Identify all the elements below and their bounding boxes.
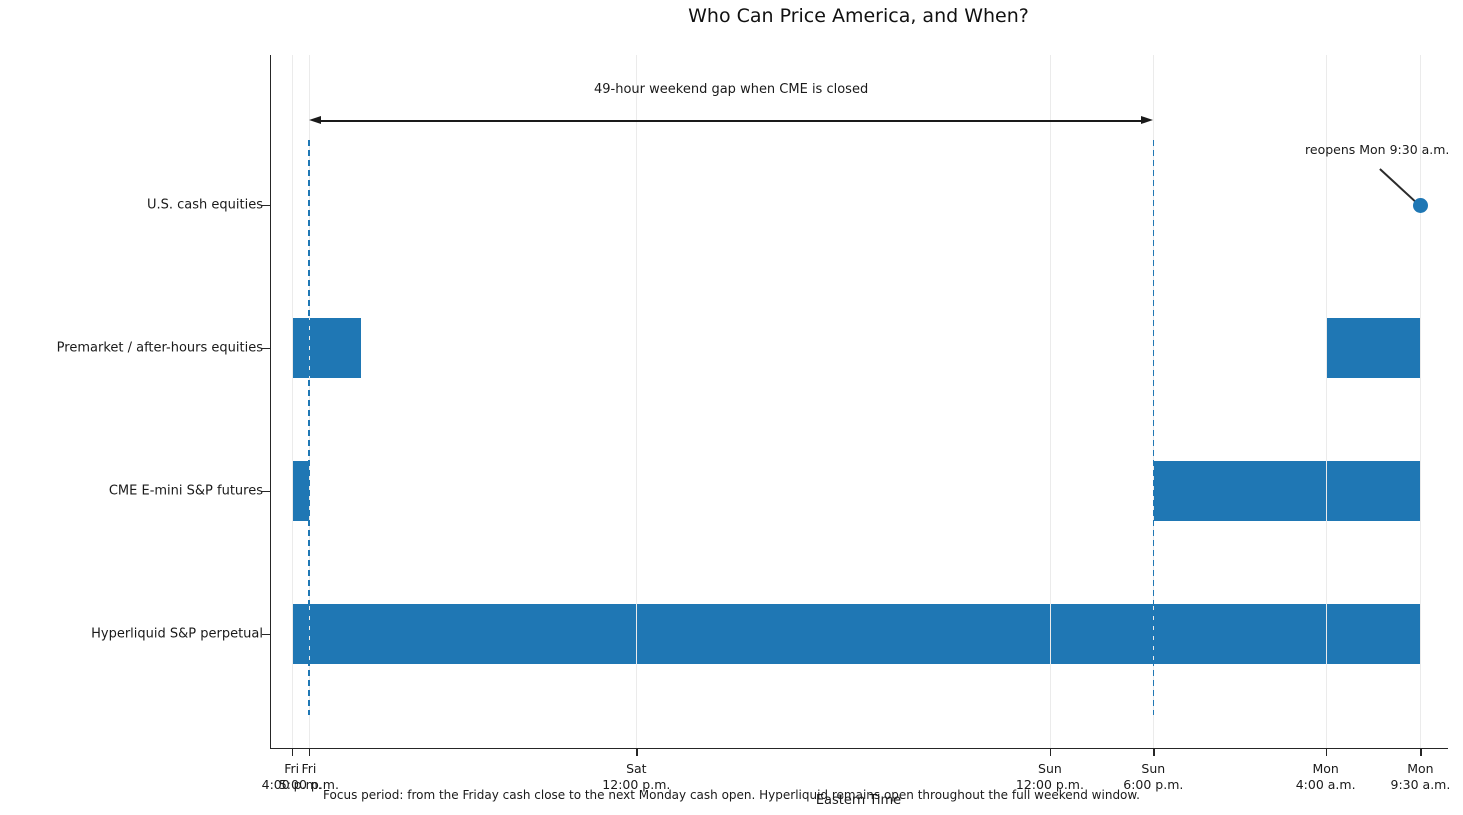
x-tick-label: Sat 12:00 p.m.: [602, 761, 671, 792]
y-category-label: Premarket / after-hours equities: [56, 340, 263, 356]
chart-title: Who Can Price America, and When?: [688, 5, 1029, 27]
x-tick-label: Mon 9:30 a.m.: [1390, 761, 1451, 792]
gridline: [636, 55, 638, 748]
bar-segment: [1325, 318, 1421, 378]
gridline: [1325, 55, 1327, 748]
y-category-label: Hyperliquid S&P perpetual: [91, 626, 263, 642]
y-tick-mark: [262, 348, 270, 350]
gap-arrow-left-head-icon: [308, 116, 321, 125]
bar-segment: [291, 604, 1421, 664]
gridline: [291, 55, 293, 748]
figure-caption: Focus period: from the Friday cash close…: [323, 788, 1140, 802]
x-tick-label: Mon 4:00 a.m.: [1295, 761, 1356, 792]
y-tick-mark: [262, 491, 270, 493]
gridline: [1420, 55, 1422, 748]
x-tick-mark: [1049, 748, 1052, 756]
x-tick-label: Sun 12:00 p.m.: [1015, 761, 1084, 792]
cme-session-boundary-line: [1152, 140, 1155, 715]
gridline: [1049, 55, 1051, 748]
x-tick-mark: [291, 748, 293, 756]
y-category-label: CME E-mini S&P futures: [108, 483, 263, 499]
x-axis-title: Eastern Time: [815, 793, 902, 808]
x-tick-mark: [308, 748, 311, 756]
plot-area: Fri 4:00 p.m. Fri 5:00 p.m. Sat 12:00 p.m. Sun…: [57, 55, 1450, 792]
reopen-annotation-label: reopens Mon 9:30 a.m.: [1305, 142, 1450, 157]
gap-arrow-right-head-icon: [1141, 116, 1154, 125]
x-tick-mark: [636, 748, 638, 756]
cme-session-boundary-line: [308, 140, 310, 715]
gap-annotation-label: 49-hour weekend gap when CME is closed: [594, 82, 869, 97]
x-tick-label: Fri 5:00 p.m.: [278, 761, 339, 792]
gap-arrow-line: [317, 120, 1145, 122]
annotation-leader-line: [1379, 168, 1419, 205]
bar-segment: [1153, 461, 1421, 521]
x-tick-label: Fri 4:00 p.m.: [261, 761, 322, 792]
y-tick-mark: [262, 205, 270, 207]
x-tick-label: Sun 6:00 p.m.: [1123, 761, 1184, 792]
x-tick-mark: [1420, 748, 1422, 756]
y-category-label: U.S. cash equities: [146, 197, 263, 213]
cash-reopen-marker-dot: [1412, 197, 1428, 213]
bar-segment: [291, 461, 309, 521]
bar-segment: [291, 318, 361, 378]
x-tick-mark: [1153, 748, 1155, 756]
y-tick-mark: [262, 634, 270, 636]
x-tick-mark: [1325, 748, 1327, 756]
